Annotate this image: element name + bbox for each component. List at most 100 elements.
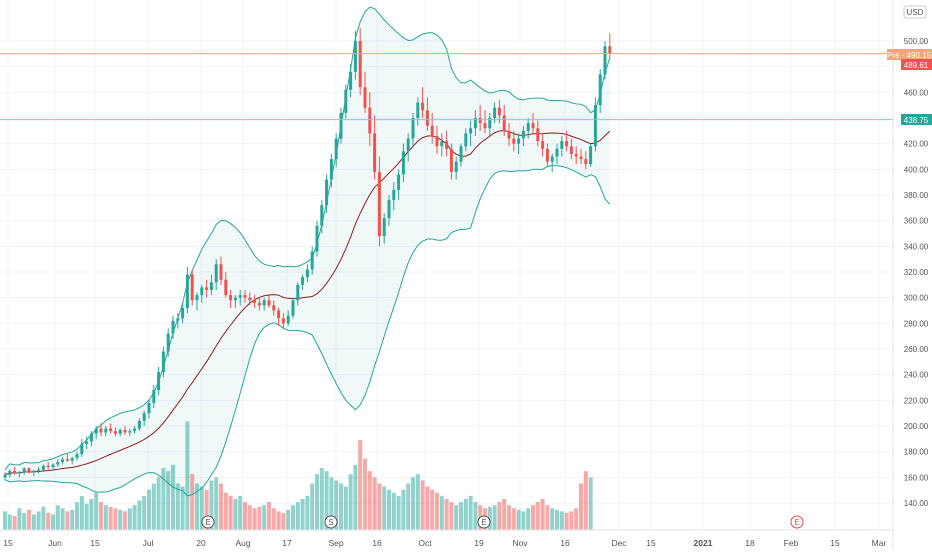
- candle-body: [281, 318, 285, 324]
- x-tick-label: Dec: [611, 538, 627, 548]
- volume-bar: [3, 511, 7, 530]
- volume-bar: [286, 509, 291, 530]
- volume-bar: [459, 502, 463, 530]
- volume-bar: [319, 468, 324, 530]
- volume-bar: [310, 483, 315, 530]
- candle-body: [440, 141, 444, 147]
- volume-bar: [233, 499, 238, 530]
- volume-bar: [377, 483, 382, 530]
- candle-body: [363, 87, 367, 108]
- volume-bar: [406, 483, 411, 530]
- x-tick-label: 16: [560, 538, 570, 548]
- volume-bar: [439, 495, 444, 530]
- candle-body: [565, 141, 569, 147]
- candle-body: [46, 465, 50, 468]
- event-marker[interactable]: S: [324, 515, 338, 529]
- volume-bar: [507, 505, 511, 530]
- x-tick-label: Sep: [328, 538, 343, 548]
- event-marker[interactable]: E: [790, 515, 804, 529]
- candle-body: [329, 159, 333, 180]
- y-tick-label: 140.00: [904, 499, 929, 508]
- volume-bar: [300, 499, 305, 530]
- candle-body: [401, 151, 405, 175]
- volume-bar: [252, 508, 257, 530]
- volume-bar: [151, 483, 156, 530]
- candle-body: [344, 89, 348, 113]
- volume-bar: [228, 495, 233, 530]
- candle-body: [171, 320, 175, 334]
- candle-body: [104, 428, 108, 433]
- volume-bar: [180, 486, 185, 530]
- volume-bar: [540, 499, 545, 530]
- x-tick-label: Nov: [512, 538, 528, 548]
- candle-body: [123, 429, 127, 433]
- volume-bar: [334, 480, 339, 530]
- volume-bar: [411, 477, 415, 530]
- event-marker-label: S: [328, 518, 333, 527]
- volume-bar: [22, 512, 27, 530]
- volume-bar: [545, 505, 550, 530]
- volume-bar: [348, 474, 353, 530]
- volume-bar: [41, 506, 46, 530]
- event-marker-label: E: [794, 518, 799, 527]
- volume-bar: [281, 512, 286, 530]
- volume-bar: [195, 483, 199, 530]
- candle-body: [75, 454, 79, 459]
- candle-body: [569, 146, 573, 154]
- volume-bar: [569, 511, 574, 530]
- volume-bar: [559, 511, 564, 530]
- event-marker[interactable]: E: [201, 515, 215, 529]
- candle-body: [373, 133, 377, 172]
- event-marker-circle: [201, 515, 215, 529]
- x-tick-label: 18: [745, 538, 755, 548]
- x-tick-label: Jul: [143, 538, 154, 548]
- candle-body: [65, 459, 69, 461]
- candle-body: [137, 420, 141, 429]
- volume-bar: [463, 499, 468, 530]
- volume-bar: [127, 508, 132, 530]
- volume-bar: [267, 502, 271, 530]
- hline-price-label: 438.75: [901, 114, 932, 125]
- candle-body: [584, 159, 588, 165]
- candle-body: [118, 429, 122, 434]
- upper-band: [4, 6, 611, 470]
- y-tick-label: 320.00: [904, 268, 929, 277]
- volume-bar: [363, 458, 367, 530]
- candle-body: [157, 372, 161, 391]
- candle-body: [286, 315, 290, 324]
- volume-bar: [166, 471, 171, 530]
- volume-bar: [257, 506, 262, 530]
- candle-body: [37, 469, 41, 471]
- x-tick-label: Mar: [872, 538, 887, 548]
- y-tick-label: 400.00: [904, 165, 929, 174]
- event-marker[interactable]: E: [477, 515, 491, 529]
- candle-body: [502, 115, 506, 131]
- volume-bar: [583, 471, 588, 530]
- event-marker-label: E: [205, 518, 210, 527]
- event-marker-circle: [324, 515, 338, 529]
- y-tick-label: 160.00: [904, 473, 929, 482]
- volume-bar: [99, 502, 103, 530]
- volume-bar: [444, 499, 449, 530]
- volume-bar: [454, 505, 459, 530]
- candle-body: [272, 305, 276, 311]
- candle-body: [545, 148, 549, 162]
- candle-body: [603, 46, 607, 75]
- x-tick-label: Aug: [235, 538, 250, 548]
- x-tick-label: 15: [90, 538, 100, 548]
- candle-body: [445, 141, 449, 149]
- candle-body: [233, 297, 237, 301]
- candle-body: [13, 470, 17, 474]
- pre-market-label: Pre · 490.15: [887, 49, 932, 60]
- candle-body: [147, 402, 151, 414]
- candle-body: [27, 468, 31, 473]
- volume-bar: [175, 483, 180, 530]
- candle-body: [589, 146, 593, 165]
- volume-bar: [492, 505, 497, 530]
- volume-bar: [84, 503, 89, 530]
- volume-bar: [94, 492, 99, 530]
- y-tick-label: 180.00: [904, 448, 929, 457]
- volume-bar: [473, 502, 478, 530]
- candle-body: [219, 264, 223, 280]
